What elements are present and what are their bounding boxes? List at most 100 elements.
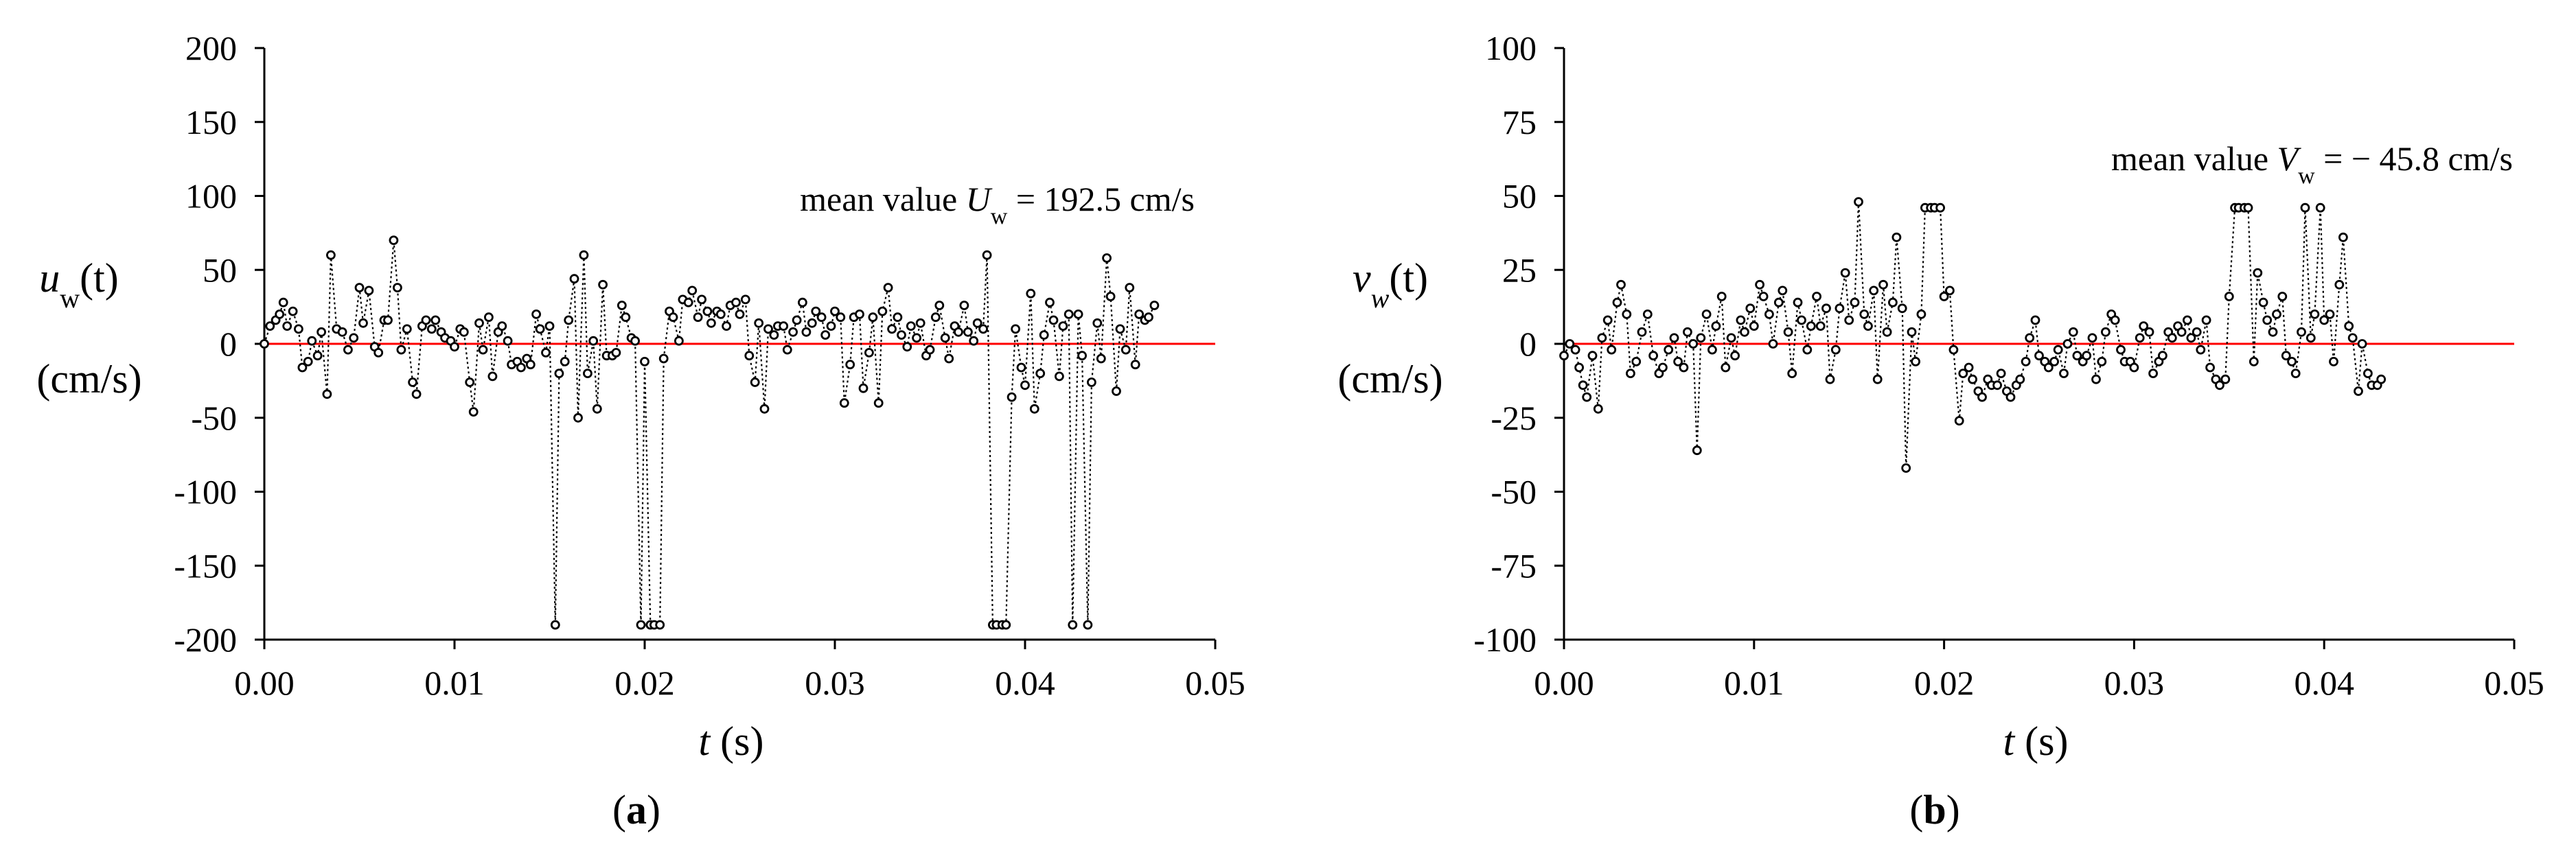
data-point-a <box>1083 620 1093 630</box>
data-point-a <box>1134 309 1145 319</box>
data-point-b <box>2116 345 2126 355</box>
data-point-a <box>1073 309 1083 319</box>
data-point-b <box>2157 351 2167 361</box>
panel-label-b: (b) <box>1909 787 1959 832</box>
x-axis-label-a: t (s) <box>699 719 764 764</box>
data-point-a <box>855 309 864 319</box>
data-point-a <box>959 301 969 310</box>
data-point-a <box>1102 253 1112 263</box>
data-point-a <box>1016 362 1026 373</box>
data-point-b <box>1578 380 1588 390</box>
data-point-a <box>354 283 365 293</box>
data-point-a <box>782 345 792 355</box>
data-point-b <box>2310 309 2320 319</box>
data-point-b <box>2097 357 2107 366</box>
data-point-b <box>1755 279 1765 290</box>
data-point-b <box>1793 297 1803 307</box>
data-point-b <box>2243 202 2253 213</box>
x-tick-label-a: 0.01 <box>424 664 485 702</box>
data-point-b <box>1907 327 1917 337</box>
y-tick-label-b: 25 <box>1502 250 1537 289</box>
data-point-b <box>2220 374 2231 384</box>
data-point-a <box>1058 321 1068 331</box>
y-axis-label-b: vw(t) <box>1353 255 1428 314</box>
data-point-b <box>1878 279 1888 290</box>
data-point-b <box>2262 315 2273 325</box>
data-point-a <box>531 309 541 319</box>
data-point-b <box>1869 285 1879 296</box>
x-tick-label-b: 0.05 <box>2484 664 2544 702</box>
data-point-b <box>1622 309 1632 319</box>
data-point-a <box>525 360 536 370</box>
data-point-b <box>1821 303 1831 314</box>
data-point-a <box>617 301 627 310</box>
data-point-a <box>902 342 912 352</box>
data-point-a <box>658 353 669 364</box>
data-point-b <box>2354 386 2363 396</box>
data-point-a <box>411 389 422 399</box>
data-point-a <box>484 312 494 323</box>
data-point-b <box>2297 327 2306 337</box>
data-point-b <box>1587 351 1598 361</box>
data-point-b <box>2068 327 2078 337</box>
data-point-b <box>1593 404 1603 414</box>
data-point-b <box>2362 369 2373 378</box>
data-point-a <box>735 309 745 319</box>
data-point-b <box>2258 297 2268 307</box>
data-point-a <box>715 309 726 319</box>
data-point-b <box>2249 357 2259 366</box>
data-point-a <box>1130 360 1140 370</box>
data-point-b <box>2176 327 2187 337</box>
data-point-a <box>389 235 399 246</box>
data-point-b <box>2300 202 2310 213</box>
data-point-b <box>2376 374 2387 384</box>
y-axis-ticks-b: -100 -75 -50 -25 0 25 50 75 100 <box>1473 29 1564 659</box>
data-point-b <box>1944 285 1955 296</box>
data-point-b <box>1916 309 1927 319</box>
y-tick-label-a: 100 <box>185 177 237 215</box>
data-point-a <box>877 306 888 316</box>
data-point-b <box>2049 357 2060 366</box>
data-point-b <box>1882 327 1892 337</box>
data-point-a <box>503 336 513 346</box>
data-point-b <box>1891 232 1902 242</box>
data-point-b <box>1730 351 1740 361</box>
data-point-a <box>598 279 608 290</box>
y-tick-label-b: 50 <box>1502 177 1537 215</box>
y-tick-label-b: -100 <box>1473 620 1537 659</box>
data-point-a <box>706 318 716 328</box>
panel-label-a: (a) <box>612 787 660 832</box>
data-point-b <box>1582 392 1592 402</box>
data-point-b <box>1637 327 1647 337</box>
x-tick-label-b: 0.03 <box>2104 664 2165 702</box>
data-point-a <box>963 327 973 337</box>
data-point-b <box>2129 362 2139 373</box>
data-point-b <box>2110 315 2120 325</box>
data-point-a <box>830 306 840 316</box>
y-axis-unit-a: (cm/s) <box>36 356 141 401</box>
data-point-b <box>1716 292 1727 301</box>
data-point-b <box>1721 362 1731 373</box>
data-point-a <box>579 250 589 260</box>
data-point-b <box>2139 321 2149 331</box>
data-point-b <box>1806 321 1816 331</box>
data-point-b <box>1783 327 1793 337</box>
data-series-b <box>1559 197 2387 473</box>
data-point-b <box>2305 333 2316 343</box>
data-point-b <box>1692 445 1702 456</box>
data-point-a <box>1077 351 1087 361</box>
x-tick-label-a: 0.05 <box>1185 664 1245 702</box>
data-point-a <box>497 321 507 331</box>
data-point-b <box>2347 333 2358 343</box>
data-point-a <box>393 283 402 293</box>
data-point-b <box>1854 197 1863 207</box>
series-line-b <box>1563 202 2382 469</box>
data-point-a <box>1007 392 1017 402</box>
data-point-b <box>1574 362 1585 373</box>
data-point-a <box>396 345 406 355</box>
data-point-b <box>1664 345 1674 355</box>
data-point-b <box>1625 369 1635 378</box>
y-tick-label-b: 75 <box>1502 103 1537 141</box>
data-point-b <box>1935 202 1946 213</box>
data-point-a <box>722 321 731 331</box>
